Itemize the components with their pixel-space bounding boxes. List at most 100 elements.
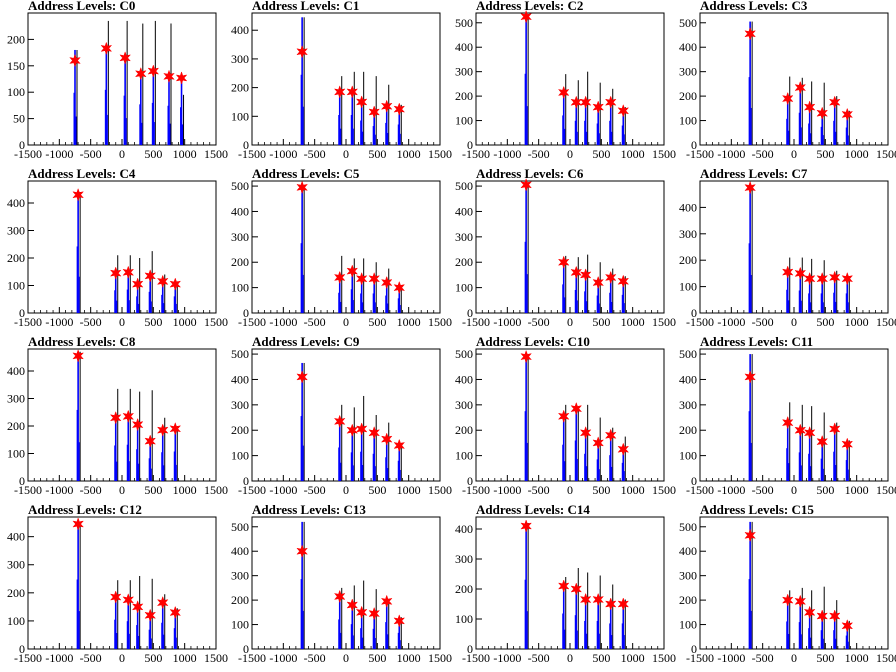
- peak-marker-star: [333, 589, 346, 604]
- x-tick-label: -1000: [717, 651, 745, 665]
- x-tick-label: 0: [791, 483, 797, 497]
- x-tick-label: -1000: [269, 651, 297, 665]
- plot-frame: [27, 516, 217, 650]
- x-tick-label: -1000: [717, 147, 745, 161]
- chart-title: Address Levels: C14: [476, 502, 590, 517]
- y-tick-label: 0: [19, 474, 25, 488]
- histogram-svg: Address Levels: C11 0 100 200 300 400 500 -1500…: [679, 334, 896, 497]
- peak-marker-star: [169, 421, 182, 436]
- y-tick-label: 0: [691, 642, 697, 656]
- histogram-panel-c11: Address Levels: C11 0 100 200 300 400 500 -1500…: [672, 334, 896, 504]
- peak-marker-star: [122, 593, 135, 607]
- y-tick-label: 500: [455, 16, 473, 30]
- peak-marker-star: [592, 100, 605, 114]
- x-tick-label: 1000: [845, 651, 869, 665]
- chart-title: Address Levels: C3: [700, 0, 808, 13]
- x-tick-label: -1500: [462, 651, 490, 665]
- histogram-panel-c3: Address Levels: C3 0 100 200 300 400 500 -1500-…: [672, 0, 896, 168]
- x-tick-label: 500: [144, 315, 162, 329]
- y-tick-label: 50: [13, 112, 25, 126]
- x-tick-label: 1500: [204, 315, 228, 329]
- peak-marker-star: [144, 269, 157, 283]
- y-tick-label: 0: [19, 642, 25, 656]
- x-tick-label: 500: [368, 483, 386, 497]
- histogram-svg: Address Levels: C30100200300400500-1500-…: [679, 0, 896, 161]
- x-tick-label: -1500: [14, 651, 42, 665]
- histogram-panel-c15: Address Levels: C15 0 100 200 300 400 500 -1500…: [672, 502, 896, 672]
- peak-marker-star: [841, 619, 854, 633]
- x-tick-label: -500: [528, 147, 550, 161]
- y-tick-label: 400: [679, 200, 697, 214]
- x-tick-label: -500: [80, 147, 102, 161]
- x-tick-label: -500: [304, 651, 326, 665]
- histogram-svg: Address Levels: C12 0 100 200 300 400 -1500 -10…: [7, 502, 228, 665]
- x-tick-label: 1000: [621, 651, 645, 665]
- plot-frame: [251, 516, 441, 650]
- y-tick-label: 0: [691, 306, 697, 320]
- x-tick-label: -1000: [717, 315, 745, 329]
- plot-frame: [27, 180, 217, 314]
- y-tick-label: 300: [7, 224, 25, 238]
- peak-marker-star: [617, 104, 630, 118]
- x-tick-label: 500: [592, 483, 610, 497]
- y-tick-label: 200: [455, 255, 473, 269]
- peak-marker-star: [579, 592, 592, 607]
- peak-marker-star: [346, 598, 359, 612]
- peak-marker-star: [794, 594, 807, 609]
- plot-frame: [251, 12, 441, 146]
- x-tick-label: 500: [368, 651, 386, 665]
- x-tick-label: -500: [528, 483, 550, 497]
- x-tick-label: 1500: [652, 651, 676, 665]
- peak-marker-star: [744, 180, 756, 195]
- x-tick-label: 1500: [204, 483, 228, 497]
- peak-marker-star: [781, 593, 794, 607]
- x-tick-label: -1500: [238, 651, 266, 665]
- y-tick-label: 400: [231, 544, 249, 558]
- y-tick-label: 200: [455, 582, 473, 596]
- y-tick-label: 300: [455, 230, 473, 244]
- peak-marker-star: [355, 605, 368, 620]
- x-tick-label: 0: [567, 483, 573, 497]
- x-tick-label: 1000: [845, 147, 869, 161]
- x-tick-label: 0: [567, 315, 573, 329]
- peak-marker-star: [520, 178, 532, 192]
- x-tick-label: -500: [752, 651, 774, 665]
- histogram-svg: Address Levels: C20100200300400500-1500-…: [455, 0, 676, 161]
- peak-marker-star: [122, 265, 135, 280]
- histogram-panel-c10: Address Levels: C10 0 100 200 300 400 500 -1500…: [448, 334, 676, 504]
- y-tick-label: 0: [243, 306, 249, 320]
- peak-marker-star: [355, 422, 368, 436]
- x-tick-label: 500: [592, 315, 610, 329]
- y-tick-label: 200: [231, 593, 249, 607]
- peak-marker-star: [144, 608, 157, 623]
- y-tick-label: 100: [679, 449, 697, 463]
- peak-marker-star: [355, 271, 368, 286]
- x-tick-label: 1000: [173, 651, 197, 665]
- x-tick-label: -1500: [14, 483, 42, 497]
- peak-marker-star: [781, 91, 794, 106]
- y-tick-label: 200: [679, 253, 697, 267]
- y-tick-label: 0: [467, 642, 473, 656]
- peak-marker-star: [744, 27, 756, 41]
- y-tick-label: 400: [7, 364, 25, 378]
- peak-marker-star: [520, 9, 532, 24]
- x-tick-label: 1000: [397, 315, 421, 329]
- peak-marker-star: [296, 180, 308, 195]
- peak-marker-star: [109, 410, 122, 425]
- x-tick-label: 1000: [397, 147, 421, 161]
- peak-marker-star: [393, 614, 406, 628]
- x-tick-label: 1500: [428, 147, 452, 161]
- peak-marker-star: [156, 423, 169, 437]
- y-tick-label: 500: [455, 347, 473, 361]
- plot-frame: [475, 516, 665, 650]
- peak-marker-star: [557, 255, 570, 269]
- x-tick-label: 0: [119, 651, 125, 665]
- histogram-panel-c0: Address Levels: C0 0 50 100 150 200 -1500 -1000…: [0, 0, 228, 168]
- chart-title: Address Levels: C12: [28, 502, 142, 517]
- x-tick-label: -500: [304, 147, 326, 161]
- y-tick-label: 300: [679, 65, 697, 79]
- x-tick-label: 500: [592, 651, 610, 665]
- y-tick-label: 100: [7, 85, 25, 99]
- peak-marker-star: [841, 107, 854, 122]
